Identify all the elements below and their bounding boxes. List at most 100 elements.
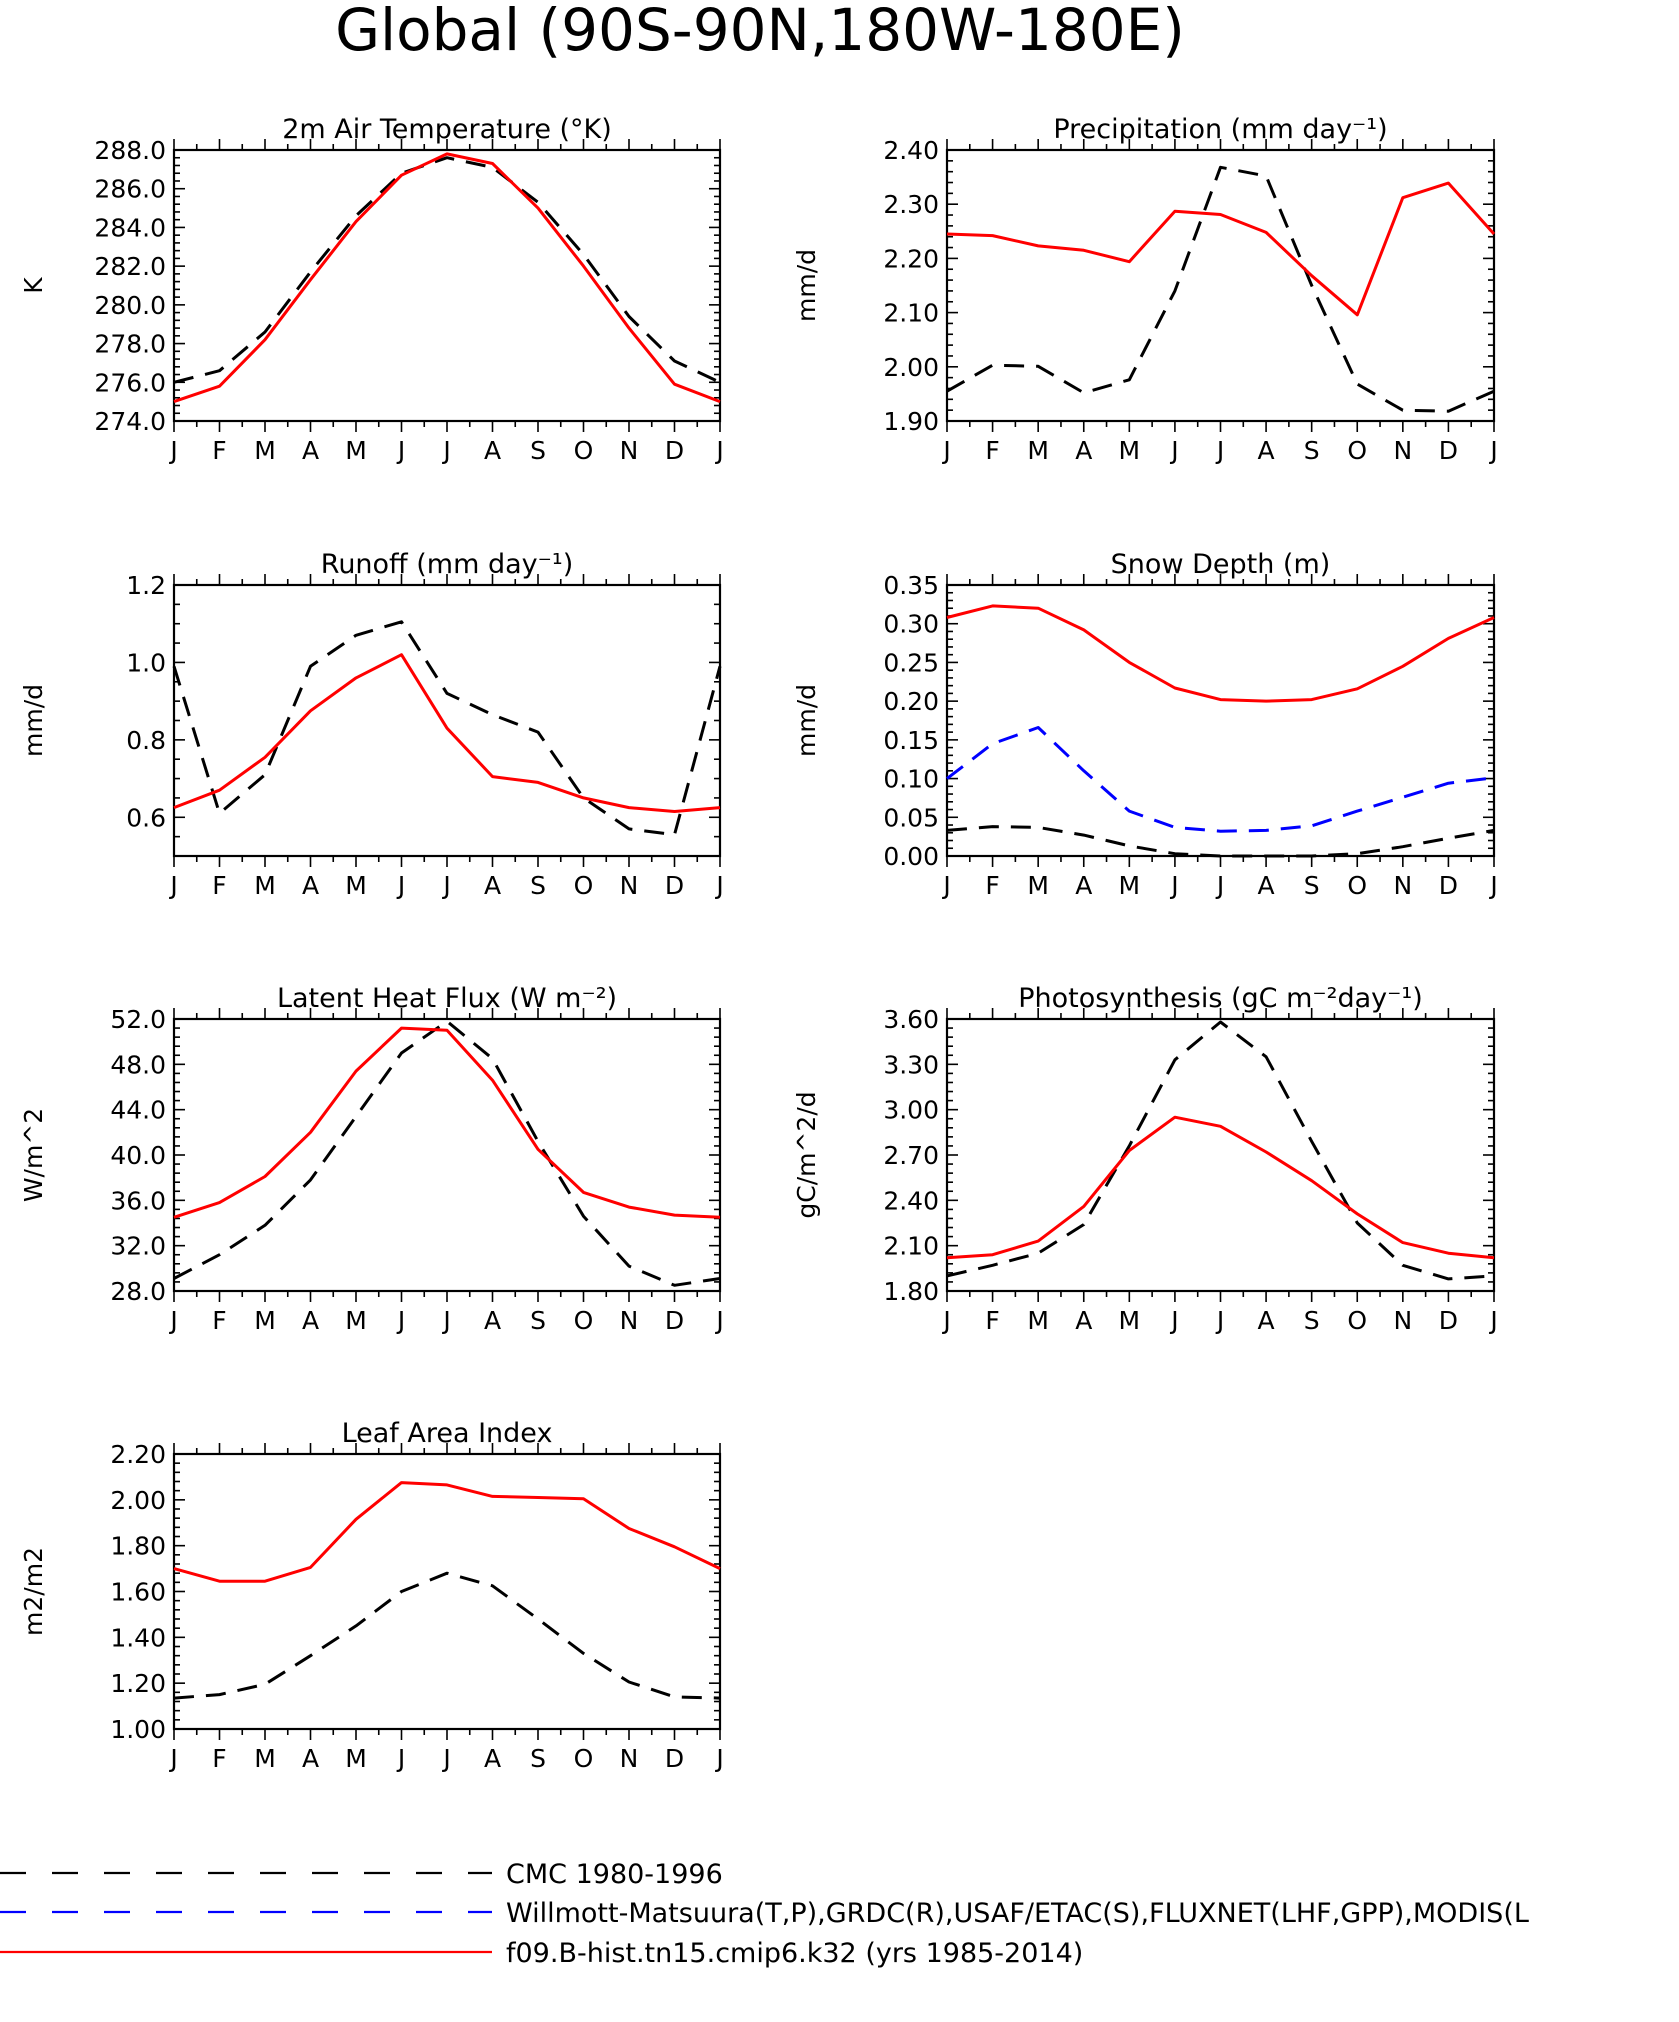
y-tick-label: 0.15 bbox=[883, 726, 939, 755]
x-tick-label: J bbox=[441, 1744, 450, 1773]
x-tick-label: J bbox=[1169, 436, 1178, 465]
y-axis-label: W/m^2 bbox=[19, 1108, 48, 1202]
y-axis-label: gC/m^2/d bbox=[792, 1091, 821, 1218]
series-line-model bbox=[173, 152, 721, 404]
x-tick-label: M bbox=[1027, 871, 1049, 900]
series-line-model bbox=[173, 1481, 721, 1583]
panel-precipitation: J F M A M J J A S O N D J1.902.002.102.202.302.40Pre… bbox=[792, 114, 1498, 465]
x-tick-label: M bbox=[254, 1744, 276, 1773]
legend-label-obs: Willmott-Matsuura(T,P),GRDC(R),USAF/ETAC… bbox=[506, 1898, 1529, 1929]
x-tick-label: J bbox=[396, 1744, 405, 1773]
y-tick-label: 3.00 bbox=[883, 1096, 939, 1125]
series-line-model bbox=[946, 604, 1495, 703]
panel-title: 2m Air Temperature (°K) bbox=[282, 114, 612, 145]
x-tick-label: M bbox=[1119, 436, 1141, 465]
x-tick-label: F bbox=[212, 436, 226, 465]
x-tick-label: O bbox=[574, 1744, 594, 1773]
x-tick-label: M bbox=[345, 871, 367, 900]
x-tick-label: D bbox=[1439, 436, 1458, 465]
panels: J F M A M J J A S O N D J274.0276.0278.0280.0282.028… bbox=[19, 114, 1498, 1773]
x-tick-label: A bbox=[1258, 436, 1275, 465]
y-tick-label: 40.0 bbox=[110, 1141, 166, 1170]
plot-frame bbox=[172, 1017, 722, 1293]
panel-lai: J F M A M J J A S O N D J1.001.201.401.601.802.002.2… bbox=[19, 1418, 724, 1773]
panel-title: Photosynthesis (gC m⁻²day⁻¹) bbox=[1018, 983, 1422, 1014]
series-line-cmc bbox=[172, 620, 722, 837]
x-tick-label: F bbox=[212, 1306, 226, 1335]
plot-frame bbox=[945, 583, 1496, 858]
x-tick-label: F bbox=[985, 871, 999, 900]
y-tick-label: 28.0 bbox=[110, 1277, 166, 1306]
x-tick-label: A bbox=[302, 1306, 319, 1335]
x-tick-label: S bbox=[530, 871, 546, 900]
x-tick-label: M bbox=[254, 1306, 276, 1335]
x-tick-label: J bbox=[441, 436, 450, 465]
x-tick-label: J bbox=[941, 1306, 950, 1335]
page-title: Global (90S-90N,180W-180E) bbox=[335, 0, 1185, 64]
y-tick-label: 282.0 bbox=[94, 252, 166, 281]
x-tick-label: J bbox=[1215, 1306, 1224, 1335]
x-tick-label: J bbox=[1169, 1306, 1178, 1335]
y-tick-label: 274.0 bbox=[94, 407, 166, 436]
x-tick-label: A bbox=[1258, 871, 1275, 900]
x-tick-label: J bbox=[1488, 436, 1497, 465]
x-tick-label: M bbox=[1119, 871, 1141, 900]
plot-frame bbox=[945, 1017, 1496, 1293]
x-tick-label: M bbox=[345, 1744, 367, 1773]
x-tick-label: S bbox=[530, 1306, 546, 1335]
panel-title: Snow Depth (m) bbox=[1111, 549, 1331, 580]
panel-photosynthesis: J F M A M J J A S O N D J1.802.102.402.703.003.303.6… bbox=[792, 983, 1498, 1335]
x-tick-label: O bbox=[1347, 1306, 1367, 1335]
y-tick-label: 1.60 bbox=[110, 1578, 166, 1607]
x-tick-label: J bbox=[1488, 871, 1497, 900]
y-tick-label: 2.20 bbox=[110, 1440, 166, 1469]
x-tick-label: N bbox=[1393, 1306, 1412, 1335]
x-tick-label: J bbox=[1169, 871, 1178, 900]
y-axis-label: m2/m2 bbox=[19, 1547, 48, 1636]
x-tick-label: A bbox=[484, 1306, 501, 1335]
y-tick-label: 0.30 bbox=[883, 610, 939, 639]
x-tick-label: J bbox=[396, 1306, 405, 1335]
x-tick-label: J bbox=[1215, 871, 1224, 900]
x-tick-label: J bbox=[714, 871, 723, 900]
y-tick-label: 48.0 bbox=[110, 1050, 166, 1079]
y-tick-label: 0.25 bbox=[883, 648, 939, 677]
x-tick-label: M bbox=[254, 436, 276, 465]
x-tick-label: A bbox=[1075, 436, 1092, 465]
x-tick-label: J bbox=[168, 1744, 177, 1773]
y-tick-label: 0.00 bbox=[883, 842, 939, 871]
y-tick-label: 276.0 bbox=[94, 368, 166, 397]
x-tick-label: J bbox=[714, 1306, 723, 1335]
y-tick-label: 52.0 bbox=[110, 1005, 166, 1034]
x-tick-label: J bbox=[168, 436, 177, 465]
x-tick-label: J bbox=[441, 1306, 450, 1335]
x-tick-label: N bbox=[1393, 436, 1412, 465]
x-tick-label: O bbox=[574, 436, 594, 465]
y-tick-label: 0.05 bbox=[883, 803, 939, 832]
x-tick-label: M bbox=[254, 871, 276, 900]
panel-temperature: J F M A M J J A S O N D J274.0276.0278.0280.0282.028… bbox=[19, 114, 724, 465]
x-tick-label: S bbox=[530, 1744, 546, 1773]
x-tick-label: D bbox=[665, 1306, 684, 1335]
x-tick-label: J bbox=[168, 871, 177, 900]
y-tick-label: 1.0 bbox=[126, 648, 166, 677]
y-tick-label: 278.0 bbox=[94, 330, 166, 359]
x-tick-label: J bbox=[941, 871, 950, 900]
x-tick-label: S bbox=[530, 436, 546, 465]
y-tick-label: 0.20 bbox=[883, 687, 939, 716]
y-tick-label: 0.6 bbox=[126, 803, 166, 832]
plot-frame bbox=[172, 148, 722, 423]
panel-title: Leaf Area Index bbox=[342, 1418, 553, 1449]
y-tick-label: 1.80 bbox=[110, 1532, 166, 1561]
x-tick-label: N bbox=[620, 871, 639, 900]
y-tick-label: 1.40 bbox=[110, 1623, 166, 1652]
y-tick-label: 0.8 bbox=[126, 726, 166, 755]
series-line-model bbox=[946, 181, 1496, 317]
x-tick-label: D bbox=[1439, 1306, 1458, 1335]
x-tick-label: M bbox=[345, 436, 367, 465]
x-tick-label: J bbox=[714, 1744, 723, 1773]
y-tick-label: 1.80 bbox=[883, 1277, 939, 1306]
x-tick-label: J bbox=[941, 436, 950, 465]
x-tick-label: F bbox=[985, 436, 999, 465]
y-tick-label: 36.0 bbox=[110, 1186, 166, 1215]
